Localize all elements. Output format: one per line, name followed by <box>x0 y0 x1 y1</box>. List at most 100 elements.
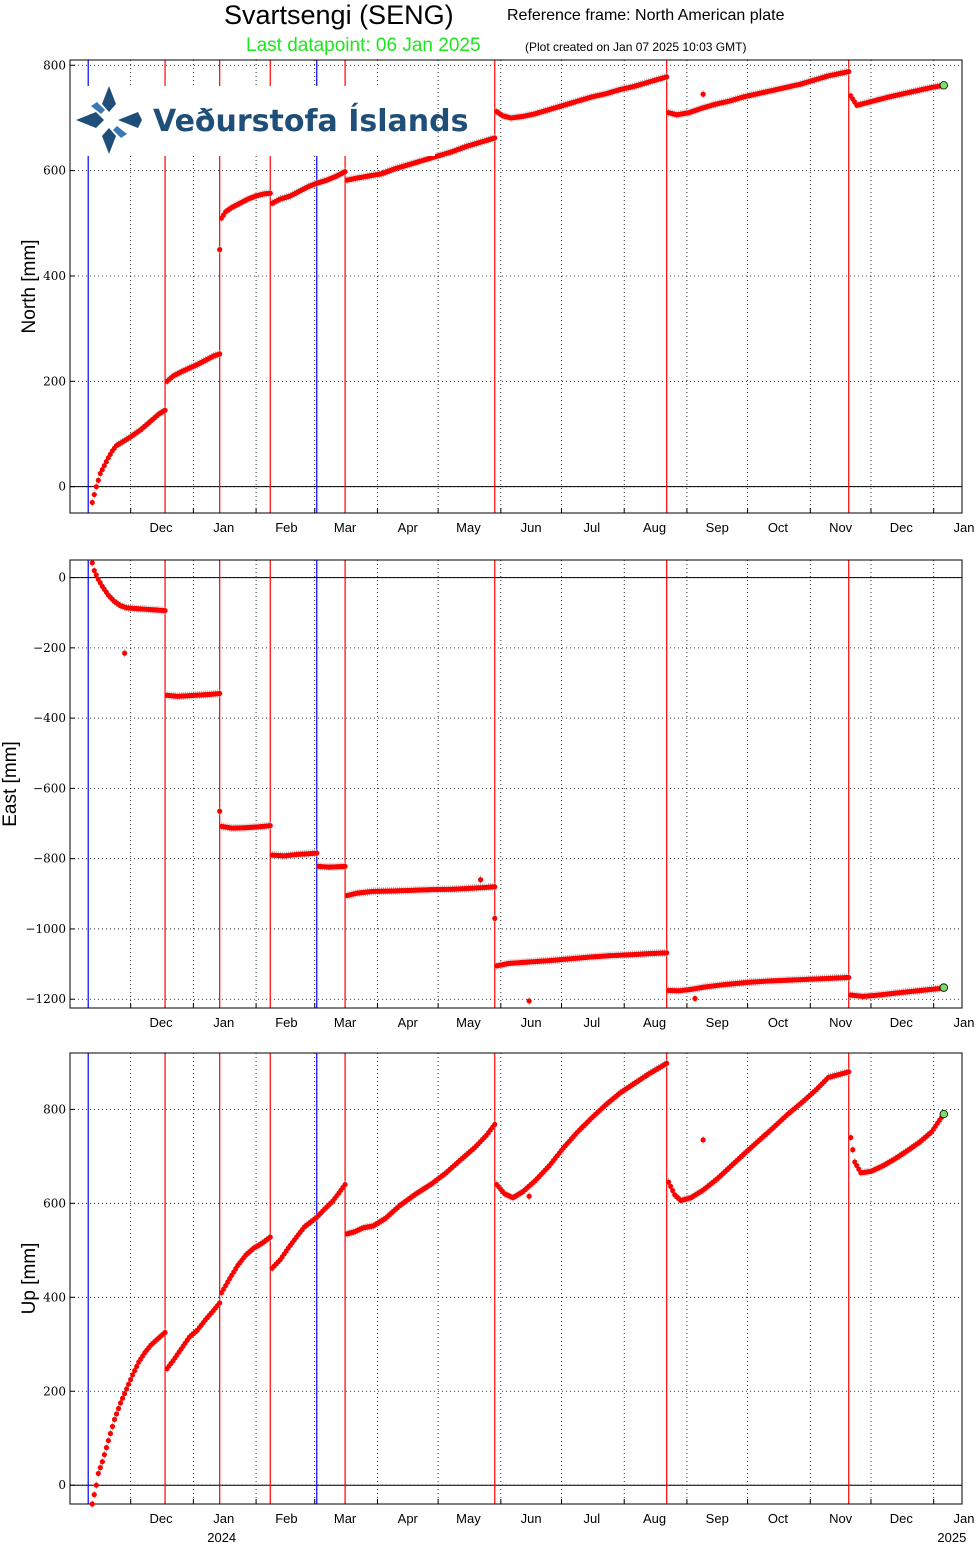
data-point <box>267 1234 273 1240</box>
chart-title: Svartsengi (SENG) <box>224 0 454 30</box>
x-tick-label: Jan <box>954 1015 975 1030</box>
y-tick-label: −1200 <box>25 992 66 1006</box>
data-point <box>95 1470 101 1477</box>
x-year-label: 2025 <box>937 1530 966 1544</box>
data-point <box>128 1376 134 1383</box>
x-tick-label: Feb <box>275 1015 297 1030</box>
x-tick-label: May <box>456 1511 481 1526</box>
data-point <box>91 1492 97 1498</box>
x-tick-label: Apr <box>398 520 419 535</box>
data-point <box>267 190 273 196</box>
data-point <box>492 884 498 890</box>
x-tick-label: Mar <box>334 1511 357 1526</box>
data-point <box>117 1400 124 1406</box>
x-tick-label: Dec <box>890 520 914 535</box>
y-tick-label: 200 <box>43 1384 66 1398</box>
data-point <box>692 995 698 1002</box>
plot-frame <box>69 1052 963 1505</box>
y-axis-label: East [mm] <box>0 741 21 827</box>
y-tick-label: −200 <box>33 641 66 655</box>
data-point <box>97 1464 103 1471</box>
data-point <box>846 1069 852 1075</box>
data-point <box>124 1386 130 1392</box>
y-tick-label: 400 <box>43 269 66 283</box>
data-point <box>267 823 273 829</box>
x-tick-label: Jan <box>213 520 234 535</box>
x-tick-label: Aug <box>643 1511 666 1526</box>
last-data-point <box>939 81 948 90</box>
x-tick-label: Dec <box>149 1511 173 1526</box>
data-point <box>122 1390 128 1397</box>
x-tick-label: Feb <box>275 1511 297 1526</box>
data-point <box>666 1179 672 1185</box>
data-point <box>668 1183 674 1190</box>
y-axis-label: Up [mm] <box>19 1243 40 1315</box>
x-tick-label: Mar <box>334 1015 357 1030</box>
x-tick-label: Apr <box>398 1015 419 1030</box>
data-point <box>126 1381 132 1387</box>
up-panel: Dec Jan Feb Mar Apr May Jun Jul Aug Sep Oct Nov Dec J… <box>19 1052 975 1544</box>
data-point <box>217 247 223 253</box>
last-data-point <box>939 1109 948 1119</box>
x-tick-label: May <box>456 520 481 535</box>
x-tick-label: Nov <box>829 1511 853 1526</box>
data-point <box>132 1367 138 1374</box>
y-tick-label: 600 <box>43 164 66 178</box>
data-point <box>134 1363 140 1369</box>
data-point <box>217 690 223 697</box>
chart-header: Svartsengi (SENG) Reference frame: North… <box>0 0 978 60</box>
x-tick-label: Jul <box>584 520 601 535</box>
data-point <box>107 1430 114 1437</box>
x-tick-label: Jan <box>954 1511 975 1526</box>
data-point <box>664 1060 670 1066</box>
x-tick-label: Oct <box>768 520 789 535</box>
logo-text: Veðurstofa Íslands <box>153 103 468 139</box>
x-tick-label: Dec <box>149 520 173 535</box>
plot-frame <box>69 559 963 1009</box>
data-point <box>314 850 320 856</box>
last-data-point <box>939 983 948 992</box>
y-tick-label: 800 <box>43 1102 66 1116</box>
plot-created: (Plot created on Jan 07 2025 10:03 GMT) <box>525 40 747 54</box>
data-point <box>93 572 99 578</box>
plot-frame <box>69 59 963 514</box>
x-tick-label: Jan <box>213 1015 234 1030</box>
data-point <box>109 1423 116 1430</box>
x-tick-label: Apr <box>398 1511 419 1526</box>
data-point <box>492 1121 498 1128</box>
x-year-label: 2024 <box>207 1530 236 1544</box>
data-point <box>89 499 95 506</box>
data-point <box>89 560 95 566</box>
x-tick-label: Jan <box>213 1511 234 1526</box>
x-tick-label: Dec <box>890 1015 914 1030</box>
data-point <box>99 466 105 473</box>
x-tick-label: Oct <box>768 1015 789 1030</box>
reference-frame: Reference frame: North American plate <box>507 7 785 24</box>
data-point <box>850 1147 856 1153</box>
data-point <box>162 607 168 614</box>
data-point <box>342 169 348 175</box>
data-point <box>342 863 348 869</box>
x-tick-label: Dec <box>149 1015 173 1030</box>
data-point <box>848 1134 854 1141</box>
data-point <box>115 1405 122 1412</box>
data-point <box>105 1437 112 1444</box>
data-point <box>664 74 670 80</box>
y-tick-label: 800 <box>43 58 66 72</box>
x-tick-label: Sep <box>706 1015 729 1030</box>
data-point <box>492 135 498 141</box>
x-tick-label: Jun <box>521 1015 542 1030</box>
data-point <box>99 1459 105 1465</box>
x-tick-label: Jun <box>521 520 542 535</box>
data-point <box>162 407 168 413</box>
x-tick-label: Jun <box>521 1511 542 1526</box>
x-tick-label: Dec <box>890 1511 914 1526</box>
y-tick-label: 0 <box>58 571 66 585</box>
x-tick-label: May <box>456 1015 481 1030</box>
y-tick-label: −1000 <box>25 922 66 936</box>
data-point <box>122 650 128 656</box>
y-tick-label: 400 <box>43 1290 66 1304</box>
y-tick-label: 0 <box>58 480 66 494</box>
data-point <box>670 1188 676 1194</box>
